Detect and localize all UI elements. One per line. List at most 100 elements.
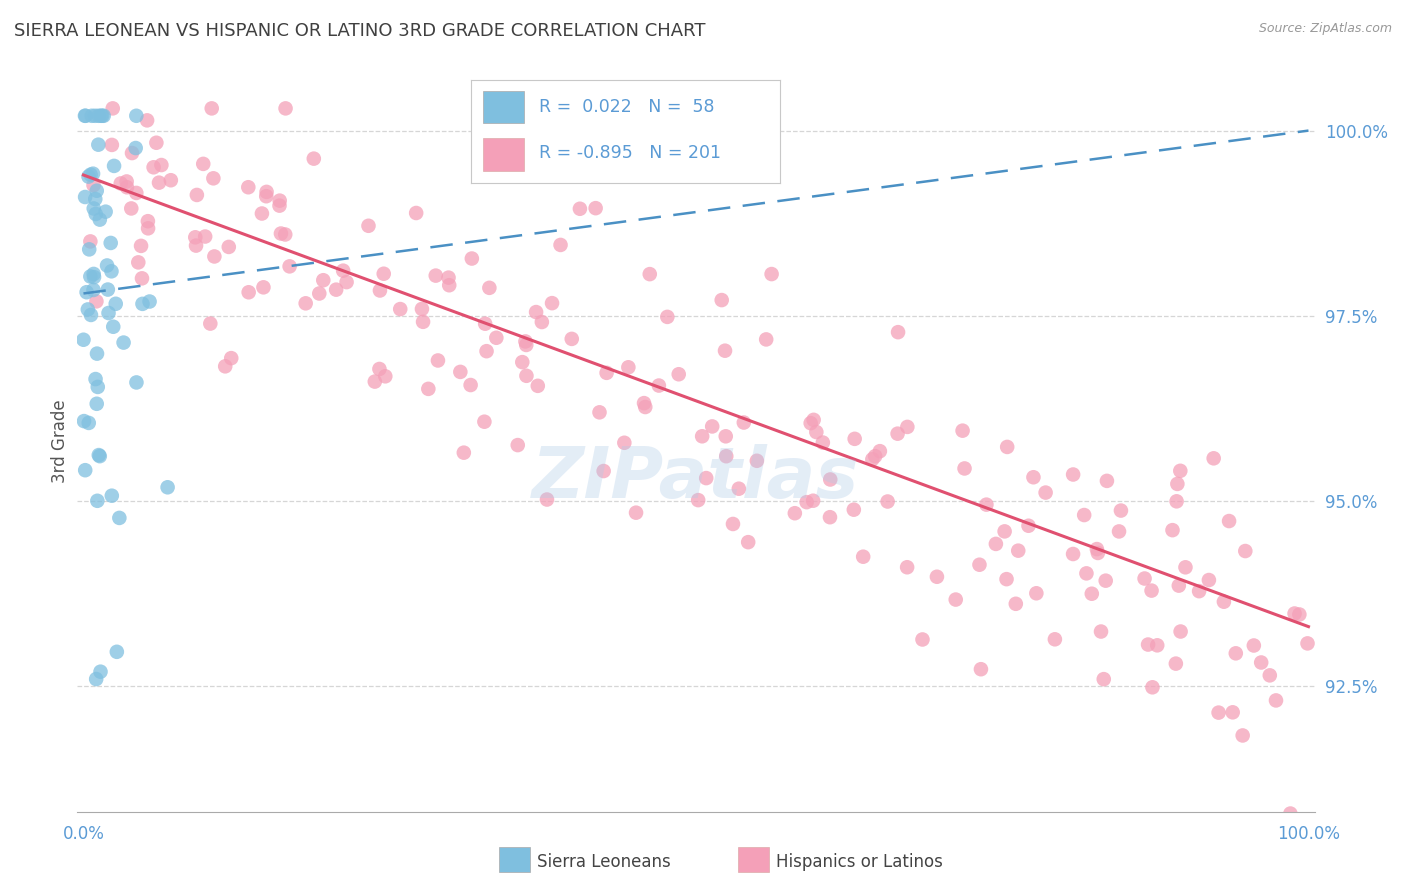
Point <box>184 230 207 244</box>
Point <box>550 238 572 252</box>
Point <box>1166 477 1188 491</box>
Point <box>200 317 222 331</box>
Point <box>202 250 225 264</box>
Point <box>368 362 391 376</box>
Point <box>1279 806 1302 821</box>
Point <box>702 419 724 434</box>
Point <box>886 426 908 441</box>
Point <box>1062 467 1084 482</box>
Text: SIERRA LEONEAN VS HISPANIC OR LATINO 3RD GRADE CORRELATION CHART: SIERRA LEONEAN VS HISPANIC OR LATINO 3RD… <box>14 22 706 40</box>
Point <box>125 109 148 123</box>
Point <box>115 180 138 194</box>
Point <box>103 319 125 334</box>
Point <box>89 212 111 227</box>
Point <box>796 495 818 509</box>
Point <box>1109 503 1132 517</box>
Point <box>634 400 657 414</box>
Point <box>136 113 159 128</box>
Point <box>801 493 824 508</box>
Point <box>83 267 105 281</box>
Point <box>82 167 104 181</box>
Point <box>1225 646 1247 660</box>
Point <box>86 397 108 411</box>
Point <box>101 489 124 503</box>
Point <box>150 158 173 172</box>
Point <box>269 194 291 208</box>
Point <box>357 219 380 233</box>
Point <box>970 662 993 676</box>
Point <box>79 168 101 182</box>
Point <box>510 355 533 369</box>
Point <box>536 492 558 507</box>
Point <box>852 549 875 564</box>
Point <box>218 240 240 254</box>
Point <box>1222 706 1244 720</box>
Point <box>184 238 207 252</box>
Point <box>911 632 934 647</box>
Point <box>108 511 131 525</box>
Point <box>308 286 330 301</box>
Point <box>278 260 301 274</box>
Point <box>530 315 553 329</box>
Text: Source: ZipAtlas.com: Source: ZipAtlas.com <box>1258 22 1392 36</box>
Point <box>202 171 225 186</box>
Point <box>561 332 583 346</box>
Point <box>515 338 537 352</box>
Point <box>77 169 100 184</box>
Point <box>1092 672 1115 686</box>
Point <box>136 214 159 228</box>
Point <box>89 665 111 679</box>
Point <box>193 157 215 171</box>
Point <box>79 235 101 249</box>
Point <box>219 351 242 366</box>
Point <box>1133 572 1156 586</box>
Point <box>1161 523 1184 537</box>
Point <box>714 429 737 443</box>
Point <box>120 202 142 216</box>
Point <box>860 452 883 467</box>
Point <box>86 493 108 508</box>
Text: ZIPatlas: ZIPatlas <box>533 444 859 513</box>
Point <box>389 301 412 316</box>
Point <box>745 454 768 468</box>
Point <box>84 192 107 206</box>
Point <box>1018 518 1040 533</box>
Point <box>657 310 679 324</box>
Point <box>148 176 170 190</box>
Point <box>104 297 127 311</box>
Point <box>72 333 94 347</box>
Point <box>1073 508 1095 522</box>
Point <box>83 270 105 285</box>
Point <box>1243 639 1265 653</box>
Point <box>86 184 108 198</box>
Point <box>75 190 97 204</box>
Point <box>1108 524 1130 539</box>
Point <box>1202 451 1225 466</box>
Point <box>515 334 537 349</box>
Point <box>73 109 96 123</box>
Point <box>76 285 98 300</box>
Point <box>84 372 107 386</box>
Point <box>449 365 471 379</box>
Point <box>994 524 1017 539</box>
Point <box>269 199 291 213</box>
Point <box>194 229 217 244</box>
Point <box>83 202 105 216</box>
Point <box>87 380 110 394</box>
Point <box>714 343 737 358</box>
Point <box>461 252 484 266</box>
Point <box>1265 693 1288 707</box>
Point <box>474 415 496 429</box>
Point <box>84 109 107 123</box>
Point <box>238 180 260 194</box>
Point <box>952 424 974 438</box>
Point <box>688 493 710 508</box>
Point <box>842 502 865 516</box>
Point <box>214 359 236 374</box>
Point <box>727 482 749 496</box>
Point <box>302 152 325 166</box>
Point <box>896 420 918 434</box>
Point <box>1095 474 1118 488</box>
Point <box>820 473 842 487</box>
Point <box>1188 584 1211 599</box>
